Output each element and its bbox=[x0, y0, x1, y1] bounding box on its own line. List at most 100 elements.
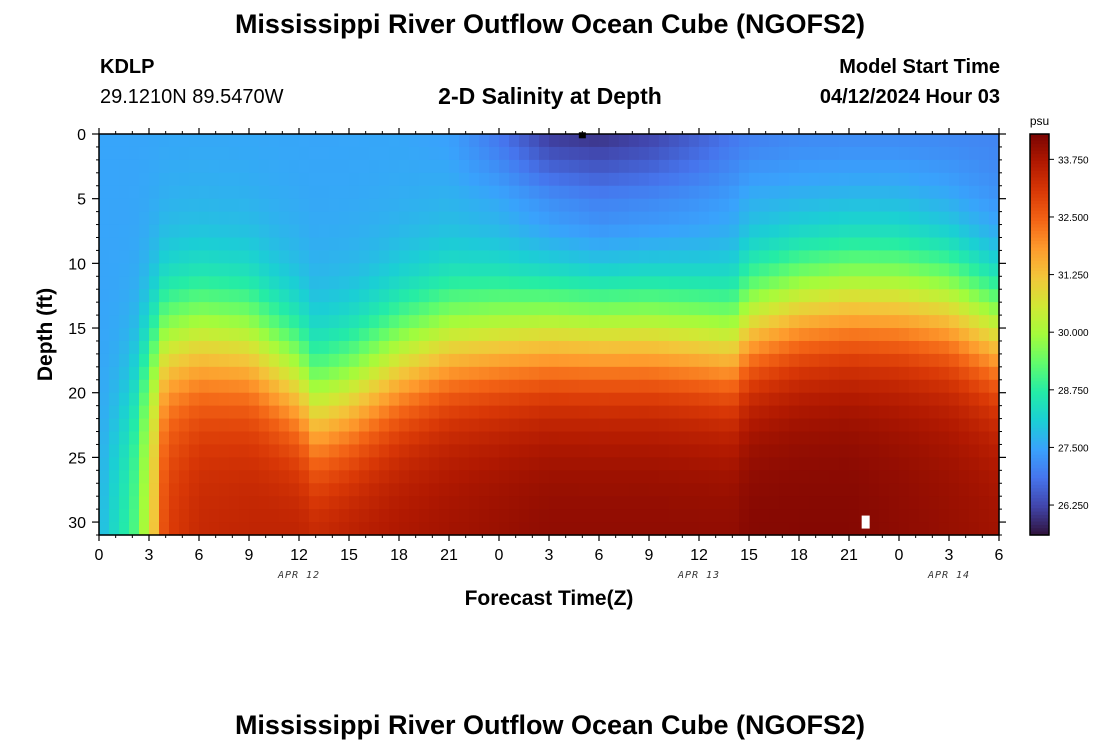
heatmap-cell bbox=[799, 379, 810, 394]
heatmap-cell bbox=[539, 211, 550, 226]
heatmap-cell bbox=[529, 444, 540, 458]
heatmap-cell bbox=[969, 457, 980, 471]
heatmap-cell bbox=[99, 237, 110, 252]
heatmap-cell bbox=[819, 366, 830, 381]
heatmap-cell bbox=[529, 172, 540, 187]
heatmap-cell bbox=[349, 522, 360, 536]
colorbar-swatch bbox=[1030, 458, 1049, 463]
heatmap-cell bbox=[599, 470, 610, 484]
heatmap-cell bbox=[879, 185, 890, 200]
heatmap-cell bbox=[939, 470, 950, 484]
heatmap-cell bbox=[199, 172, 210, 187]
heatmap-cell bbox=[759, 431, 770, 446]
heatmap-cell bbox=[839, 431, 850, 446]
heatmap-cell bbox=[929, 315, 940, 329]
heatmap-cell bbox=[469, 237, 480, 252]
heatmap-cell bbox=[679, 483, 690, 497]
heatmap-cell bbox=[829, 146, 840, 161]
heatmap-cell bbox=[429, 509, 440, 523]
heatmap-cell bbox=[589, 185, 600, 200]
heatmap-cell bbox=[209, 418, 220, 433]
heatmap-cell bbox=[449, 263, 460, 277]
heatmap-cell bbox=[479, 224, 490, 239]
heatmap-cell bbox=[159, 366, 170, 381]
heatmap-cell bbox=[599, 172, 610, 187]
heatmap-cell bbox=[449, 328, 460, 342]
heatmap-cell bbox=[679, 276, 690, 290]
heatmap-cell bbox=[249, 159, 260, 174]
heatmap-cell bbox=[919, 302, 930, 316]
heatmap-cell bbox=[459, 405, 470, 420]
heatmap-cell bbox=[599, 431, 610, 446]
heatmap-cell bbox=[479, 340, 490, 355]
heatmap-cell bbox=[469, 185, 480, 200]
heatmap-cell bbox=[159, 522, 170, 536]
heatmap-cell bbox=[139, 250, 150, 264]
heatmap-cell bbox=[419, 444, 430, 458]
heatmap-cell bbox=[219, 353, 230, 368]
heatmap-cell bbox=[649, 224, 660, 239]
heatmap-cell bbox=[379, 457, 390, 471]
heatmap-cell bbox=[339, 315, 350, 329]
heatmap-cell bbox=[409, 263, 420, 277]
heatmap-cell bbox=[789, 379, 800, 394]
heatmap-cell bbox=[819, 405, 830, 420]
heatmap-cell bbox=[879, 379, 890, 394]
heatmap-cell bbox=[469, 198, 480, 213]
heatmap-cell bbox=[159, 418, 170, 433]
x-tick-label: 0 bbox=[895, 547, 904, 564]
heatmap-cell bbox=[569, 315, 580, 329]
heatmap-cell bbox=[739, 405, 750, 420]
colorbar-swatch bbox=[1030, 291, 1049, 295]
heatmap-cell bbox=[459, 470, 470, 484]
heatmap-cell bbox=[449, 405, 460, 420]
heatmap-cell bbox=[299, 276, 310, 290]
heatmap-cell bbox=[209, 185, 220, 200]
heatmap-cell bbox=[759, 470, 770, 484]
heatmap-cell bbox=[549, 211, 560, 226]
heatmap-cell bbox=[419, 134, 430, 148]
heatmap-cell bbox=[439, 263, 450, 277]
heatmap-cell bbox=[319, 250, 330, 264]
colorbar-swatch bbox=[1030, 334, 1049, 339]
colorbar-swatch bbox=[1030, 391, 1049, 396]
heatmap-cell bbox=[729, 224, 740, 239]
heatmap-cell bbox=[489, 418, 500, 433]
heatmap-cell bbox=[499, 276, 510, 290]
heatmap-cell bbox=[819, 211, 830, 226]
heatmap-cell bbox=[649, 146, 660, 161]
heatmap-cell bbox=[569, 470, 580, 484]
heatmap-cell bbox=[539, 483, 550, 497]
heatmap-cell bbox=[829, 276, 840, 290]
heatmap-cell bbox=[889, 134, 900, 148]
heatmap-cell bbox=[249, 237, 260, 252]
heatmap-cell bbox=[799, 483, 810, 497]
heatmap-cell bbox=[169, 211, 180, 226]
heatmap-cell bbox=[909, 211, 920, 226]
heatmap-cell bbox=[229, 198, 240, 213]
heatmap-cell bbox=[319, 431, 330, 446]
heatmap-cell bbox=[699, 198, 710, 213]
heatmap-cell bbox=[569, 418, 580, 433]
heatmap-cell bbox=[509, 315, 520, 329]
heatmap-cell bbox=[719, 172, 730, 187]
heatmap-cell bbox=[709, 444, 720, 458]
heatmap-cell bbox=[519, 431, 530, 446]
heatmap-cell bbox=[329, 328, 340, 342]
heatmap-cell bbox=[149, 405, 160, 420]
heatmap-cell bbox=[929, 263, 940, 277]
heatmap-cell bbox=[569, 134, 580, 148]
heatmap-cell bbox=[869, 198, 880, 213]
heatmap-cell bbox=[249, 340, 260, 355]
heatmap-cell bbox=[239, 302, 250, 316]
heatmap-cell bbox=[189, 457, 200, 471]
heatmap-cell bbox=[869, 509, 880, 523]
heatmap-cell bbox=[229, 172, 240, 187]
heatmap-cell bbox=[209, 496, 220, 510]
heatmap-cell bbox=[889, 431, 900, 446]
colorbar-swatch bbox=[1030, 167, 1049, 172]
heatmap-cell bbox=[499, 353, 510, 368]
heatmap-cell bbox=[799, 134, 810, 148]
heatmap-cell bbox=[859, 470, 870, 484]
